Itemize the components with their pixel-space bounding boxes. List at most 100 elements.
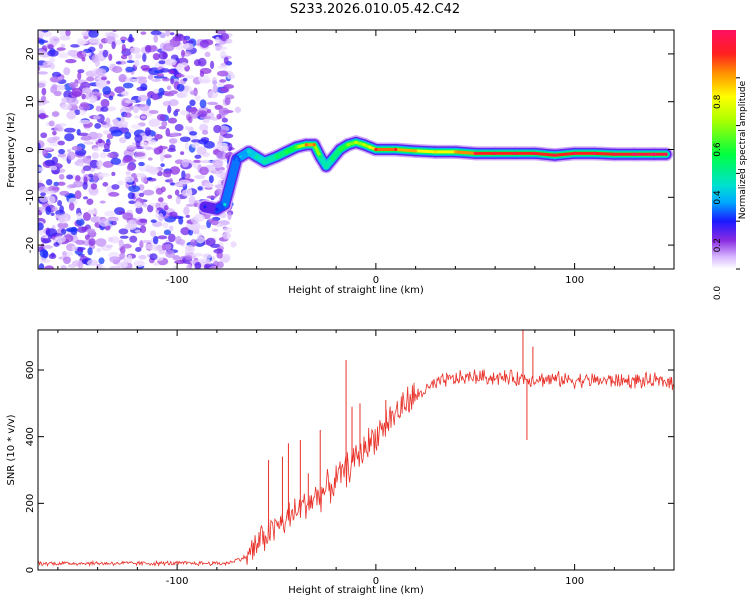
ridge-point xyxy=(284,150,289,154)
noise-blob xyxy=(166,85,172,91)
noise-blob xyxy=(54,124,62,132)
ridge-point xyxy=(374,147,378,152)
noise-blob xyxy=(98,257,105,265)
noise-blob xyxy=(51,83,58,90)
ridge-core xyxy=(263,155,278,163)
noise-blob xyxy=(88,37,101,44)
noise-blob xyxy=(111,41,116,50)
colorbar-scale xyxy=(712,30,736,269)
noise-blob xyxy=(146,139,157,145)
noise-blob xyxy=(107,217,118,221)
ridge-point xyxy=(513,151,517,155)
noise-blob xyxy=(212,228,219,232)
noise-blob xyxy=(134,115,141,119)
noise-blob xyxy=(63,67,71,76)
noise-blob xyxy=(164,58,177,66)
ridge-point xyxy=(652,152,656,156)
noise-blob xyxy=(119,136,127,144)
noise-blob xyxy=(95,133,103,139)
noise-blob xyxy=(47,44,54,50)
noise-blob xyxy=(51,111,60,118)
noise-blob xyxy=(170,182,176,186)
noise-blob xyxy=(161,77,171,82)
noise-blob xyxy=(140,115,147,119)
noise-blob xyxy=(67,151,76,160)
noise-blob xyxy=(126,145,138,151)
spectrogram-x-axis-label: Height of straight line (km) xyxy=(288,285,424,296)
noise-blob xyxy=(38,71,48,75)
noise-blob xyxy=(60,266,66,269)
noise-blob xyxy=(128,185,141,193)
noise-blob xyxy=(51,186,60,191)
noise-blob xyxy=(154,134,163,140)
noise-blob xyxy=(208,175,214,184)
noise-blob xyxy=(38,65,41,72)
noise-blob xyxy=(53,242,60,247)
noise-blob xyxy=(199,79,210,84)
noise-blob xyxy=(38,179,43,184)
noise-blob xyxy=(105,117,111,126)
ridge-point xyxy=(533,151,537,155)
spectrogram-x-tick-label: 0 xyxy=(373,275,379,286)
noise-blob xyxy=(59,190,70,196)
noise-blob xyxy=(89,95,98,103)
noise-blob xyxy=(94,122,102,129)
noise-blob xyxy=(122,82,134,89)
noise-blob xyxy=(81,57,86,62)
ridge-point xyxy=(203,205,207,209)
ridge-point xyxy=(394,147,398,152)
noise-blob xyxy=(115,61,122,65)
noise-blob xyxy=(82,211,92,221)
noise-blob xyxy=(158,213,164,222)
noise-blob xyxy=(196,236,205,244)
ridge-point xyxy=(318,155,322,159)
noise-blob xyxy=(132,104,140,114)
noise-blob xyxy=(219,79,227,83)
noise-blob xyxy=(148,110,159,114)
noise-blob xyxy=(88,30,99,39)
noise-blob xyxy=(234,106,242,113)
noise-blob xyxy=(81,93,86,100)
noise-blob xyxy=(49,57,56,63)
noise-blob xyxy=(150,30,162,36)
noise-blob xyxy=(82,196,89,200)
noise-blob xyxy=(142,189,155,196)
noise-blob xyxy=(102,148,111,153)
noise-blob xyxy=(57,76,64,81)
noise-blob xyxy=(125,66,136,73)
noise-blob xyxy=(176,63,185,73)
noise-blob xyxy=(190,134,198,139)
ridge-core xyxy=(593,151,616,156)
noise-blob xyxy=(118,239,124,248)
noise-blob xyxy=(182,77,188,82)
noise-blob xyxy=(41,95,47,102)
noise-blob xyxy=(63,90,73,99)
noise-blob xyxy=(44,265,55,269)
noise-blob xyxy=(74,190,82,200)
noise-blob xyxy=(210,219,219,226)
noise-blob xyxy=(191,221,201,231)
spectrogram-noise-region xyxy=(38,30,242,269)
spectrogram-y-axis-label: Frequency (Hz) xyxy=(6,112,17,188)
noise-blob xyxy=(129,47,141,54)
noise-blob xyxy=(38,166,45,172)
noise-blob xyxy=(118,74,127,83)
noise-blob xyxy=(222,133,234,139)
noise-blob xyxy=(147,135,153,141)
noise-blob xyxy=(92,173,99,183)
noise-blob xyxy=(45,190,56,195)
noise-blob xyxy=(135,53,142,59)
noise-blob xyxy=(107,236,114,243)
noise-blob xyxy=(127,254,133,264)
noise-blob xyxy=(127,36,135,43)
noise-blob xyxy=(57,181,66,186)
noise-blob xyxy=(161,120,168,127)
noise-blob xyxy=(92,208,98,215)
noise-blob xyxy=(193,213,205,222)
noise-blob xyxy=(112,30,117,33)
ridge-core xyxy=(553,151,577,157)
noise-blob xyxy=(86,76,95,82)
noise-blob xyxy=(66,174,74,180)
noise-blob xyxy=(215,43,223,50)
noise-blob xyxy=(193,159,201,163)
